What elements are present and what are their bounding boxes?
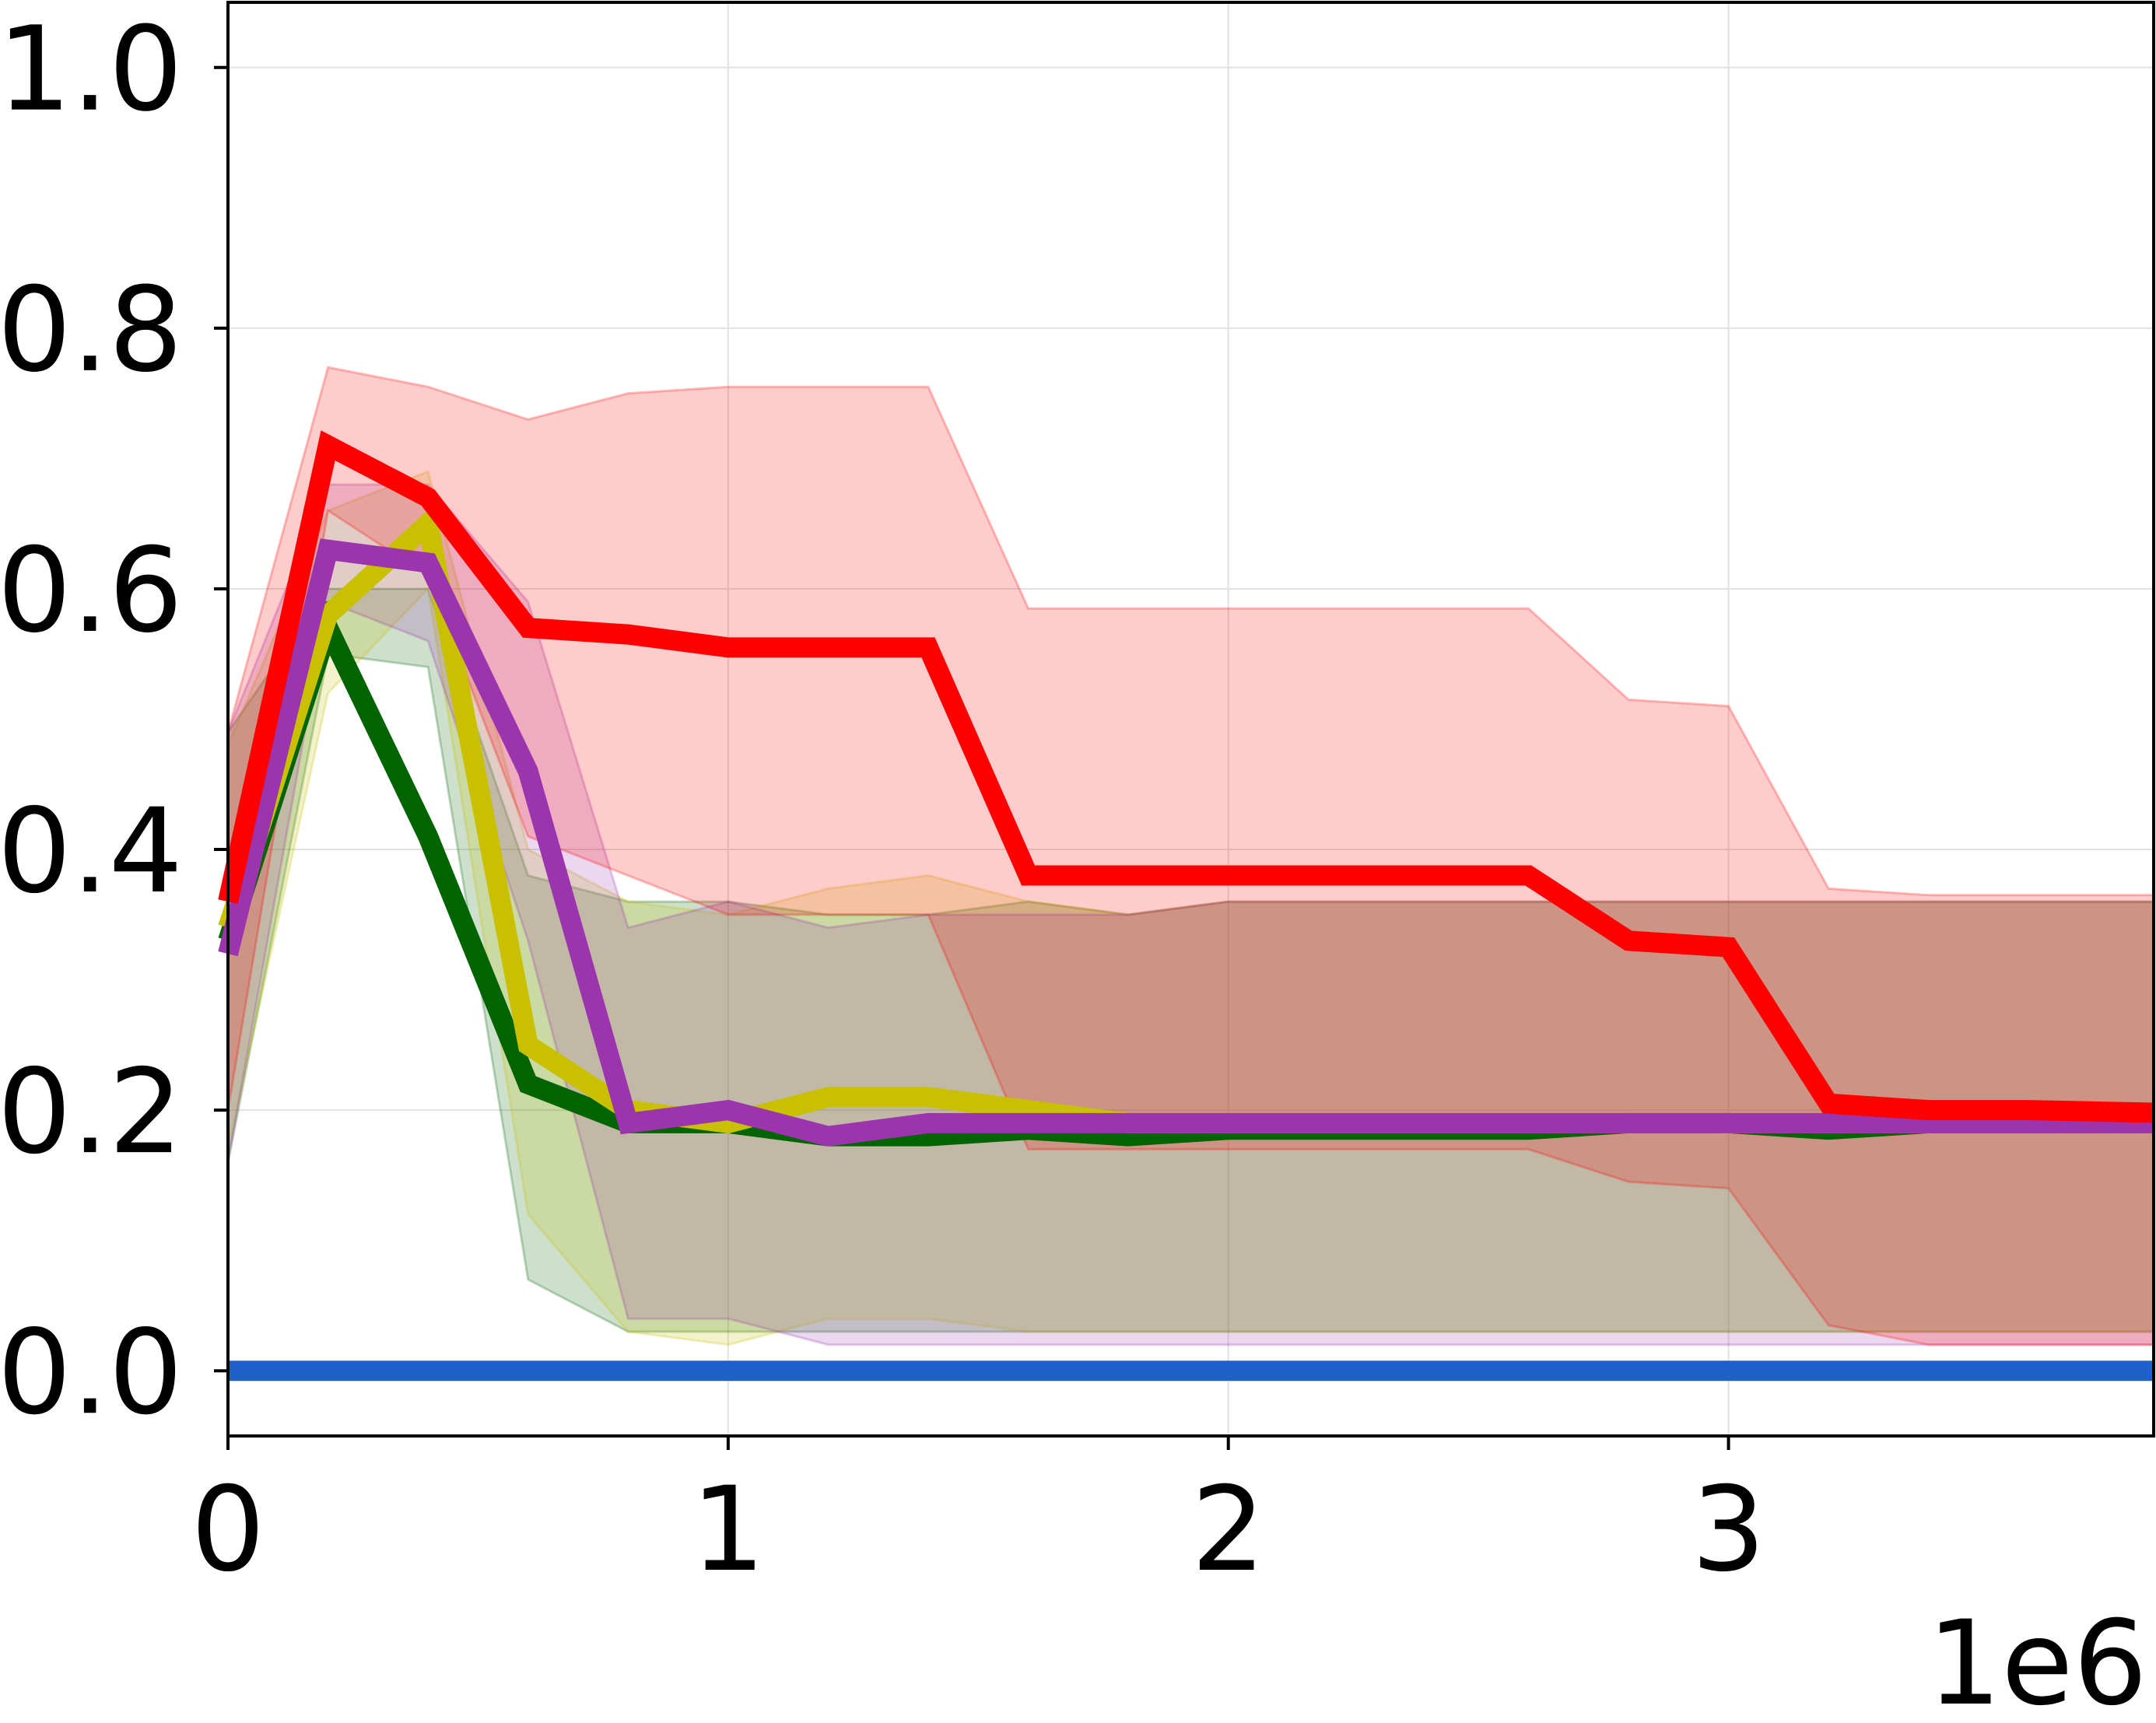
x-tick-label: 3 [1691, 1462, 1765, 1598]
y-tick-label: 0.0 [0, 1305, 183, 1441]
y-tick-label: 0.8 [0, 263, 183, 398]
red-series-line [218, 430, 2154, 1123]
x-axis-offset-label: 1e6 [1927, 1596, 2147, 1723]
plot-frame [226, 1, 2155, 1438]
axis-ticks: 0 1 2 3 0.0 0.2 0.4 0.6 0.8 1.0 [0, 2, 1765, 1598]
y-tick-label: 0.6 [0, 524, 183, 659]
x-tick-label: 0 [191, 1462, 265, 1598]
y-tick-label: 1.0 [0, 2, 183, 138]
confidence-bands [226, 366, 2155, 1347]
x-tick-label: 1 [691, 1462, 765, 1598]
x-tick-label: 2 [1191, 1462, 1265, 1598]
purple-series-line [218, 538, 2154, 1147]
y-tick-label: 0.4 [0, 784, 183, 919]
series-lines [218, 430, 2154, 1382]
y-tick-label: 0.2 [0, 1045, 183, 1180]
